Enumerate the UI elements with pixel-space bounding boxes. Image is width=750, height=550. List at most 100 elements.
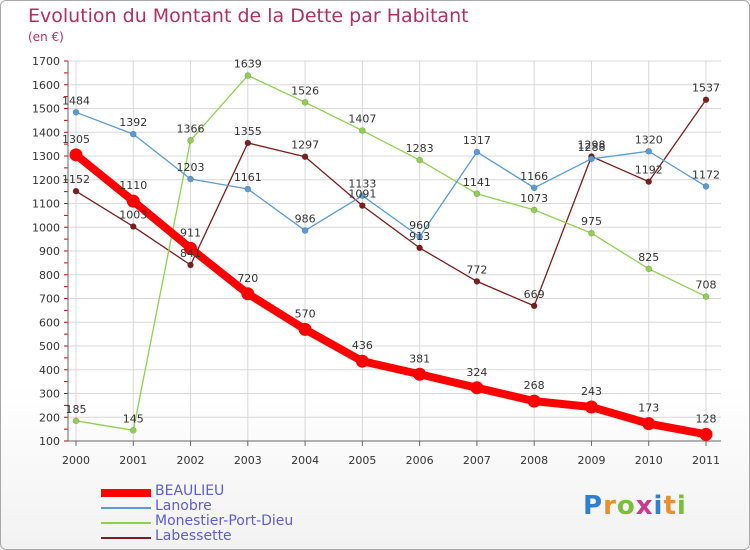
data-point [470, 381, 484, 395]
data-point [244, 72, 252, 79]
legend-item: Monestier-Port-Dieu [101, 513, 401, 530]
data-point [359, 192, 366, 199]
data-point [645, 265, 653, 273]
data-label: 268 [524, 379, 545, 392]
legend-item: Lanobre [101, 498, 401, 515]
y-tick-label: 200 [39, 411, 60, 424]
data-label: 1152 [62, 173, 90, 186]
data-label: 1288 [577, 141, 605, 154]
y-tick-label: 1100 [32, 198, 60, 211]
data-point [187, 137, 194, 144]
data-label: 1172 [692, 168, 720, 181]
data-point [129, 130, 137, 138]
data-point [301, 153, 309, 161]
data-label: 324 [466, 366, 487, 379]
data-label: 1298 [577, 138, 605, 151]
chart-subtitle: (en €) [28, 30, 64, 44]
data-point [72, 417, 80, 425]
chart-title: Evolution du Montant de la Dette par Hab… [28, 5, 469, 27]
data-point [702, 183, 710, 190]
data-label: 185 [66, 403, 87, 416]
data-label: 913 [409, 230, 430, 243]
data-point [72, 109, 80, 116]
data-point [72, 187, 80, 195]
series-line-lanobre [75, 111, 707, 238]
data-label: 1003 [119, 209, 147, 222]
data-label: 1392 [119, 116, 147, 129]
data-point [416, 244, 423, 252]
data-label: 1407 [348, 113, 376, 126]
data-point [645, 147, 653, 155]
data-label: 911 [180, 226, 201, 239]
grid [68, 60, 721, 442]
y-tick-label: 100 [39, 435, 60, 448]
data-label: 1305 [62, 133, 90, 146]
y-tick-label: 1000 [32, 221, 60, 234]
series-line-labessette [75, 99, 707, 307]
data-point [584, 400, 598, 414]
legend-swatch [101, 507, 151, 509]
data-label: 720 [237, 272, 258, 285]
data-label: 570 [295, 307, 316, 320]
data-label: 1203 [177, 161, 205, 174]
x-tick-label: 2011 [692, 454, 720, 467]
legend: BEAULIEU Lanobre Monestier-Port-Dieu Labess… [101, 483, 401, 545]
data-label: 243 [581, 385, 602, 398]
data-point [530, 184, 538, 192]
data-label: 1133 [348, 178, 376, 191]
series-line-monestier-port-dieu [75, 74, 707, 431]
x-tick-label: 2000 [62, 454, 90, 467]
data-label: 145 [123, 412, 144, 425]
data-label: 1366 [177, 122, 205, 135]
x-tick-label: 2002 [177, 454, 205, 467]
x-tick-label: 2010 [635, 454, 663, 467]
data-point [588, 229, 595, 237]
data-label: 772 [466, 263, 487, 276]
data-point [244, 139, 252, 147]
data-label: 1166 [520, 170, 548, 183]
data-point [416, 233, 423, 241]
data-label: 960 [409, 219, 430, 232]
y-tick-label: 1700 [32, 55, 60, 68]
x-tick-label: 2004 [291, 454, 319, 467]
data-point [301, 99, 309, 106]
data-point [699, 427, 713, 441]
x-tick-label: 2008 [520, 454, 548, 467]
y-tick-label: 600 [39, 316, 60, 329]
data-label: 173 [638, 402, 659, 415]
data-point [244, 185, 252, 193]
x-tick-label: 2009 [577, 454, 605, 467]
data-label: 381 [409, 352, 430, 365]
data-label: 1484 [62, 94, 90, 107]
data-label: 1091 [348, 188, 376, 201]
legend-swatch [101, 489, 151, 497]
data-label: 1192 [635, 164, 663, 177]
data-point [530, 206, 538, 214]
data-point [702, 293, 710, 300]
y-tick-label: 400 [39, 364, 60, 377]
data-label: 1297 [291, 139, 319, 152]
data-point [702, 96, 710, 104]
data-point [473, 278, 481, 285]
x-tick-label: 2006 [406, 454, 434, 467]
x-tick-label: 2007 [463, 454, 491, 467]
data-point [473, 190, 481, 198]
data-label: 436 [352, 339, 373, 352]
data-point [645, 178, 653, 185]
legend-label: BEAULIEU [155, 483, 225, 499]
y-tick-label: 1400 [32, 126, 60, 139]
data-label: 1073 [520, 192, 548, 205]
legend-swatch [101, 537, 151, 539]
data-label: 1355 [234, 125, 262, 138]
data-point [642, 417, 656, 431]
data-label: 1317 [463, 134, 491, 147]
legend-label: Labessette [155, 528, 232, 544]
data-point [359, 202, 366, 209]
data-point [129, 427, 137, 434]
data-point [355, 354, 369, 368]
data-point [129, 223, 137, 230]
y-tick-label: 700 [39, 293, 60, 306]
data-label: 1537 [692, 82, 720, 95]
data-label: 708 [696, 279, 717, 292]
data-point [413, 367, 427, 381]
